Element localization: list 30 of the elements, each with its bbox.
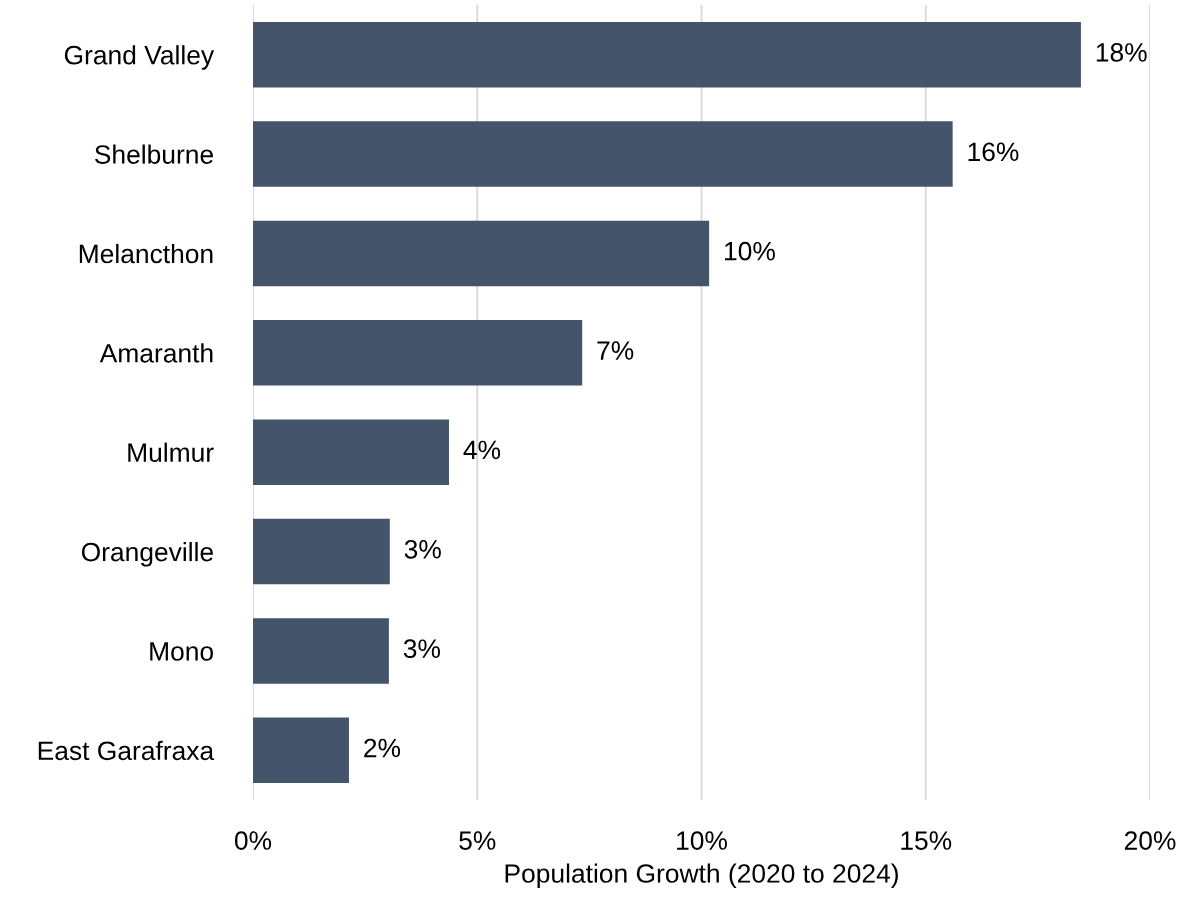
y-tick-label: Amaranth bbox=[99, 343, 213, 363]
bar bbox=[253, 21, 1081, 88]
x-tick-label: 15% bbox=[901, 831, 952, 850]
y-tick-label: Melancthon bbox=[79, 243, 213, 264]
x-tick-label: 0% bbox=[234, 831, 272, 850]
data-label: 10% bbox=[725, 241, 775, 261]
data-label: 3% bbox=[403, 639, 440, 659]
x-tick-label: 20% bbox=[1124, 831, 1176, 850]
data-label: 7% bbox=[597, 341, 634, 360]
x-tick-label: 10% bbox=[677, 831, 727, 850]
bar bbox=[253, 618, 389, 684]
data-label: 2% bbox=[364, 738, 401, 758]
data-label: 18% bbox=[1096, 43, 1147, 62]
bar bbox=[253, 220, 710, 287]
bar bbox=[253, 717, 349, 784]
bar bbox=[253, 518, 390, 585]
y-tick-label: East Garafraxa bbox=[38, 740, 215, 761]
bar bbox=[253, 320, 583, 386]
data-label: 4% bbox=[463, 440, 501, 460]
data-label: 16% bbox=[968, 142, 1019, 162]
y-tick-label: Mono bbox=[150, 642, 214, 661]
y-tick-label: Mulmur bbox=[128, 442, 214, 463]
y-tick-label: Grand Valley bbox=[64, 45, 215, 70]
bar bbox=[253, 419, 449, 485]
data-label: 3% bbox=[404, 539, 441, 559]
y-tick-label: Shelburne bbox=[95, 144, 213, 164]
bar bbox=[253, 121, 953, 187]
x-tick-label: 5% bbox=[459, 831, 496, 850]
x-axis-title: Population Growth (2020 to 2024) bbox=[505, 863, 898, 889]
y-tick-label: Orangeville bbox=[81, 542, 213, 567]
